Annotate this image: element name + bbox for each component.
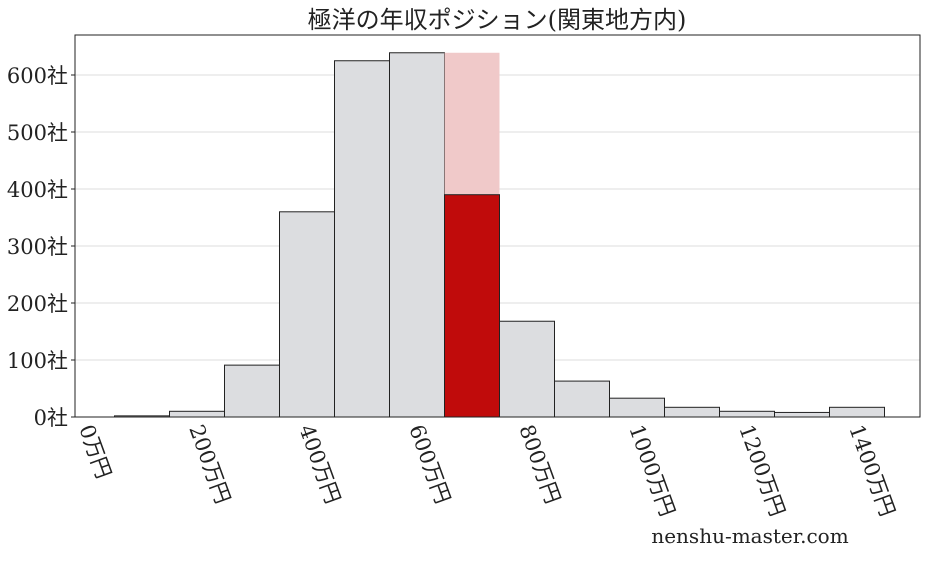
bar <box>389 52 445 418</box>
bar <box>279 211 335 418</box>
bar <box>774 411 830 418</box>
x-tick-label: 1400万円 <box>844 422 899 520</box>
x-tick-label: 400万円 <box>294 422 345 507</box>
x-tick-label: 200万円 <box>184 422 235 507</box>
y-tick-label: 100社 <box>7 349 68 373</box>
bar <box>554 380 610 418</box>
highlight-bar <box>444 194 500 418</box>
chart-title: 極洋の年収ポジション(関東地方内) <box>308 6 687 34</box>
bar <box>609 397 665 418</box>
y-tick-label: 0社 <box>34 406 68 430</box>
bar <box>499 320 555 418</box>
bar <box>169 410 225 418</box>
watermark: nenshu-master.com <box>651 524 848 548</box>
x-tick-label: 600万円 <box>404 422 455 507</box>
y-tick-label: 200社 <box>7 292 68 316</box>
y-tick-label: 400社 <box>7 178 68 202</box>
bar <box>829 406 885 418</box>
bar <box>334 60 390 418</box>
x-tick-label: 800万円 <box>514 422 565 507</box>
bar <box>224 364 280 418</box>
plot-frame <box>74 34 921 418</box>
bar <box>664 406 720 418</box>
x-tick-label: 0万円 <box>74 422 115 482</box>
y-tick-label: 300社 <box>7 235 68 259</box>
bar <box>719 410 775 418</box>
y-tick-label: 500社 <box>7 121 68 145</box>
x-tick-label: 1000万円 <box>624 422 679 520</box>
y-tick-label: 600社 <box>7 64 68 88</box>
x-tick-label: 1200万円 <box>734 422 789 520</box>
